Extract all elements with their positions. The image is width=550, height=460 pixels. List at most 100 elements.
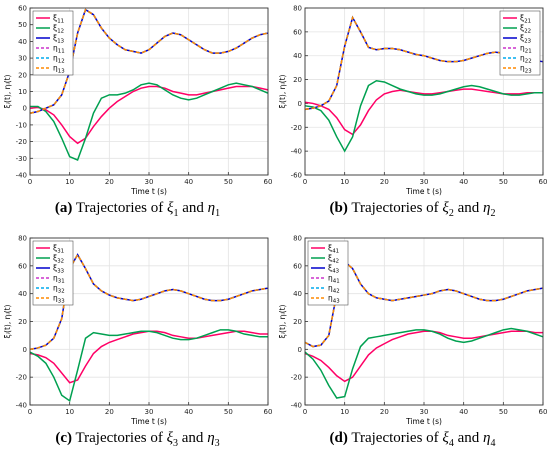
y-tick-label: 60 — [18, 5, 27, 13]
caption-symbol: ξ — [442, 430, 449, 446]
caption-tag: (b) — [329, 200, 348, 216]
y-tick-label: 80 — [293, 235, 302, 243]
x-tick-label: 50 — [499, 178, 508, 186]
y-tick-label: 60 — [293, 28, 302, 36]
chart-plot-d: 0 10 20 30 40 50 60 -40 -20 0 20 40 60 80 Time t (s) ξᵢ… — [278, 235, 548, 427]
series-line — [29, 329, 268, 403]
legend-label: η11 — [53, 44, 65, 55]
caption-and: and — [182, 200, 204, 216]
caption-text: Trajectories of — [351, 200, 439, 216]
caption-subscript: 3 — [173, 438, 179, 449]
y-tick-label: 60 — [18, 262, 27, 270]
caption-text: Trajectories of — [75, 430, 163, 446]
y-tick-label: -40 — [291, 402, 302, 410]
caption-tag: (c) — [55, 430, 72, 446]
y-tick-label: 0 — [298, 100, 302, 108]
legend-label: ξ12 — [53, 24, 64, 35]
legend-label: ξ42 — [328, 254, 339, 265]
caption-subscript: 2 — [490, 208, 496, 219]
caption-b: (b) Trajectories of ξ2 and η2 — [275, 200, 550, 219]
x-tick-label: 10 — [65, 178, 74, 186]
x-tick-label: 20 — [105, 408, 114, 416]
y-tick-label: 80 — [18, 235, 27, 243]
series-line — [304, 15, 544, 111]
y-tick-label: -60 — [291, 172, 302, 180]
series-line — [304, 327, 544, 399]
legend-label: ξ41 — [328, 244, 339, 255]
plot-frame — [29, 7, 269, 176]
caption-text: Trajectories of — [75, 200, 164, 216]
caption-and: and — [457, 200, 480, 216]
x-tick-label: 0 — [28, 408, 32, 416]
y-tick-label: 20 — [293, 76, 302, 84]
caption-symbol: η — [483, 200, 491, 216]
x-tick-label: 0 — [28, 178, 32, 186]
legend-label: η42 — [328, 284, 340, 295]
x-tick-label: 10 — [340, 408, 349, 416]
legend-label: ξ21 — [520, 14, 531, 25]
caption-symbol: ξ — [166, 430, 174, 446]
y-tick-label: 60 — [293, 262, 302, 270]
x-tick-label: 10 — [340, 178, 349, 186]
legend-label: η41 — [328, 274, 340, 285]
caption-a: (a) Trajectories of ξ1 and η1 — [0, 200, 275, 219]
x-tick-label: 50 — [224, 408, 233, 416]
y-tick-label: -20 — [16, 138, 27, 146]
y-axis-label: ξᵢ(t), ηᵢ(t) — [3, 304, 12, 338]
legend-label: η13 — [53, 64, 65, 75]
caption-subscript: 3 — [214, 438, 220, 449]
legend-label: η12 — [53, 54, 65, 65]
series-line — [29, 8, 269, 114]
y-axis-label: ξᵢ(t), ηᵢ(t) — [278, 304, 287, 338]
legend-label: η31 — [53, 274, 65, 285]
x-tick-label: 10 — [65, 408, 74, 416]
y-tick-label: 0 — [23, 346, 27, 354]
x-axis-label: Time t (s) — [130, 187, 167, 196]
x-tick-label: 0 — [303, 408, 307, 416]
legend-label: ξ11 — [53, 14, 64, 25]
x-tick-label: 60 — [539, 408, 548, 416]
y-tick-label: 50 — [18, 21, 27, 29]
caption-and: and — [457, 430, 480, 446]
y-tick-label: 10 — [18, 88, 27, 96]
plot-frame — [29, 237, 269, 406]
x-tick-label: 60 — [539, 178, 548, 186]
y-tick-label: 40 — [18, 290, 27, 298]
x-tick-label: 40 — [459, 178, 468, 186]
legend-label: ξ33 — [53, 264, 64, 275]
legend-box — [307, 240, 349, 306]
plot-frame — [304, 237, 544, 406]
plot-frame — [304, 7, 544, 176]
caption-text: Trajectories of — [351, 430, 439, 446]
legend-box — [32, 10, 74, 76]
y-tick-label: -20 — [16, 374, 27, 382]
x-tick-label: 30 — [145, 408, 154, 416]
y-tick-label: 30 — [18, 55, 27, 63]
legend-label: η23 — [520, 64, 532, 75]
legend-label: η33 — [53, 294, 65, 305]
x-axis-label: Time t (s) — [405, 187, 442, 196]
series-line — [29, 85, 269, 145]
chart-panel-b: 0 10 20 30 40 50 60 -60 -40 -20 0 20 40 60 80 Time t (s… — [275, 0, 550, 230]
y-tick-label: -40 — [16, 172, 27, 180]
legend-label: η32 — [53, 284, 65, 295]
chart-plot-b: 0 10 20 30 40 50 60 -60 -40 -20 0 20 40 60 80 Time t (s… — [278, 5, 548, 197]
legend-box — [499, 10, 541, 76]
legend-label: ξ22 — [520, 24, 531, 35]
y-tick-label: -20 — [291, 124, 302, 132]
x-tick-label: 40 — [184, 178, 193, 186]
y-tick-label: 40 — [18, 38, 27, 46]
caption-tag: (a) — [54, 200, 73, 216]
chart-plot-c: 0 10 20 30 40 50 60 -40 -20 0 20 40 60 80 Time t (s) ξᵢ… — [3, 235, 272, 427]
y-axis-label: ξᵢ(t), ηᵢ(t) — [3, 74, 12, 108]
legend-label: η21 — [520, 44, 532, 55]
x-tick-label: 20 — [105, 178, 114, 186]
caption-subscript: 4 — [448, 438, 454, 449]
x-tick-label: 40 — [184, 408, 193, 416]
legend-label: η22 — [520, 54, 532, 65]
y-tick-label: -20 — [291, 374, 302, 382]
x-tick-label: 20 — [380, 178, 389, 186]
chart-panel-c: 0 10 20 30 40 50 60 -40 -20 0 20 40 60 80 Time t (s) ξᵢ… — [0, 230, 275, 460]
legend-label: ξ23 — [520, 34, 531, 45]
y-tick-label: 40 — [293, 52, 302, 60]
